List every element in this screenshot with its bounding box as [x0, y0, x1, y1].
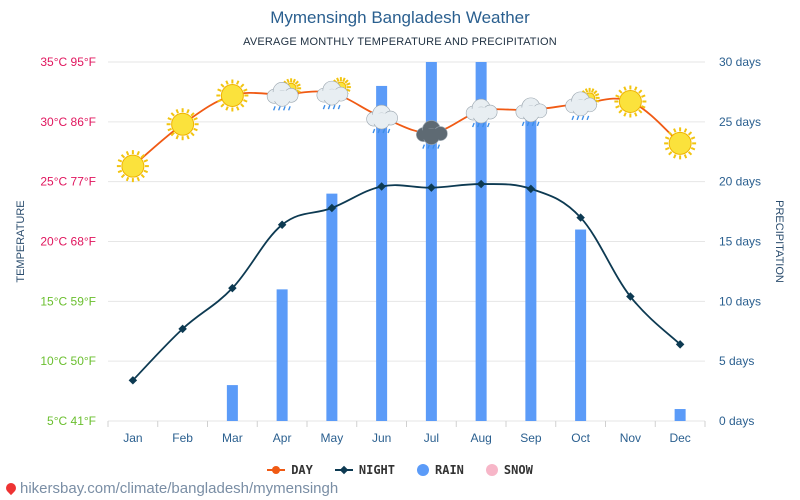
rain-bar	[575, 229, 587, 421]
x-tick-label: Jun	[372, 431, 391, 445]
left-axis-title: TEMPERATURE	[15, 200, 27, 282]
night-point	[327, 203, 337, 213]
right-tick-label: 20 days	[719, 175, 761, 189]
x-tick-label: Jul	[424, 431, 439, 445]
rain-bar	[376, 85, 388, 421]
legend-item-day[interactable]: DAY	[267, 463, 313, 477]
rain-cloud-icon	[515, 97, 548, 127]
legend-item-night[interactable]: NIGHT	[334, 463, 395, 477]
left-tick-label: 25°C 77°F	[40, 175, 96, 189]
rain-bar	[525, 109, 537, 421]
legend-day-label: DAY	[291, 463, 313, 477]
x-tick-label: Nov	[620, 431, 641, 445]
legend-night-swatch	[334, 465, 353, 475]
night-line	[132, 183, 681, 381]
legend-night-label: NIGHT	[358, 463, 395, 477]
night-point	[427, 183, 436, 192]
right-axis-title: PRECIPITATION	[773, 200, 785, 283]
left-tick-label: 20°C 68°F	[40, 235, 96, 249]
x-tick-label: Apr	[273, 431, 292, 445]
rain-cloud-icon	[316, 80, 349, 110]
map-pin-icon	[3, 480, 19, 496]
chart-title: Mymensingh Bangladesh Weather	[270, 8, 530, 27]
rain-bar	[425, 62, 437, 421]
x-tick-label: Mar	[222, 431, 243, 445]
x-tick-label: Sep	[520, 431, 542, 445]
rain-bar	[226, 385, 238, 421]
x-tick-label: Dec	[669, 431, 690, 445]
source-link[interactable]: hikersbay.com/climate/bangladesh/mymensi…	[3, 480, 339, 497]
rain-cloud-icon	[266, 82, 299, 111]
legend-day-swatch	[267, 466, 286, 474]
x-tick-label: Feb	[172, 431, 193, 445]
chart-legend: DAY NIGHT RAIN SNOW	[0, 463, 800, 477]
left-tick-label: 35°C 95°F	[40, 55, 96, 69]
night-point	[626, 292, 635, 301]
chart-subtitle: AVERAGE MONTHLY TEMPERATURE AND PRECIPIT…	[243, 36, 557, 48]
rain-bar	[475, 62, 487, 421]
sun-icon	[614, 85, 647, 118]
legend-item-snow[interactable]: SNOW	[485, 463, 533, 477]
rain-bar	[326, 193, 338, 421]
legend-rain-label: RAIN	[435, 463, 464, 477]
right-tick-label: 30 days	[719, 55, 761, 69]
rain-bar	[674, 409, 686, 421]
left-tick-label: 15°C 59°F	[40, 294, 96, 308]
day-line	[132, 90, 681, 167]
rain-cloud-icon	[465, 98, 498, 128]
sun-icon	[216, 79, 249, 112]
storm-cloud-icon	[416, 120, 448, 149]
night-point	[377, 182, 386, 191]
legend-snow-label: SNOW	[503, 463, 533, 477]
night-point	[228, 283, 237, 293]
right-tick-label: 25 days	[719, 115, 761, 129]
night-point	[476, 179, 486, 189]
source-link-text: hikersbay.com/climate/bangladesh/mymensi…	[20, 480, 339, 497]
night-point	[277, 220, 287, 229]
left-tick-label: 30°C 86°F	[40, 115, 96, 129]
night-point	[178, 324, 187, 334]
legend-snow-swatch	[485, 464, 498, 476]
x-tick-label: Aug	[470, 431, 491, 445]
rain-cloud-icon	[565, 91, 597, 121]
night-point	[128, 376, 138, 385]
legend-rain-swatch	[417, 464, 429, 476]
night-point	[675, 340, 685, 349]
x-tick-label: Jan	[123, 431, 142, 445]
sun-icon	[116, 150, 149, 183]
rain-bar	[276, 289, 288, 421]
right-tick-label: 10 days	[719, 294, 761, 308]
right-tick-label: 15 days	[719, 235, 761, 249]
x-tick-label: Oct	[571, 431, 590, 445]
rain-cloud-icon	[366, 104, 398, 134]
sun-icon	[664, 127, 697, 160]
right-tick-label: 5 days	[719, 354, 754, 368]
legend-item-rain[interactable]: RAIN	[417, 463, 464, 477]
left-tick-label: 5°C 41°F	[47, 414, 96, 428]
right-tick-label: 0 days	[719, 414, 754, 428]
left-tick-label: 10°C 50°F	[40, 354, 96, 368]
sun-icon	[166, 108, 199, 141]
x-tick-label: May	[321, 431, 344, 445]
